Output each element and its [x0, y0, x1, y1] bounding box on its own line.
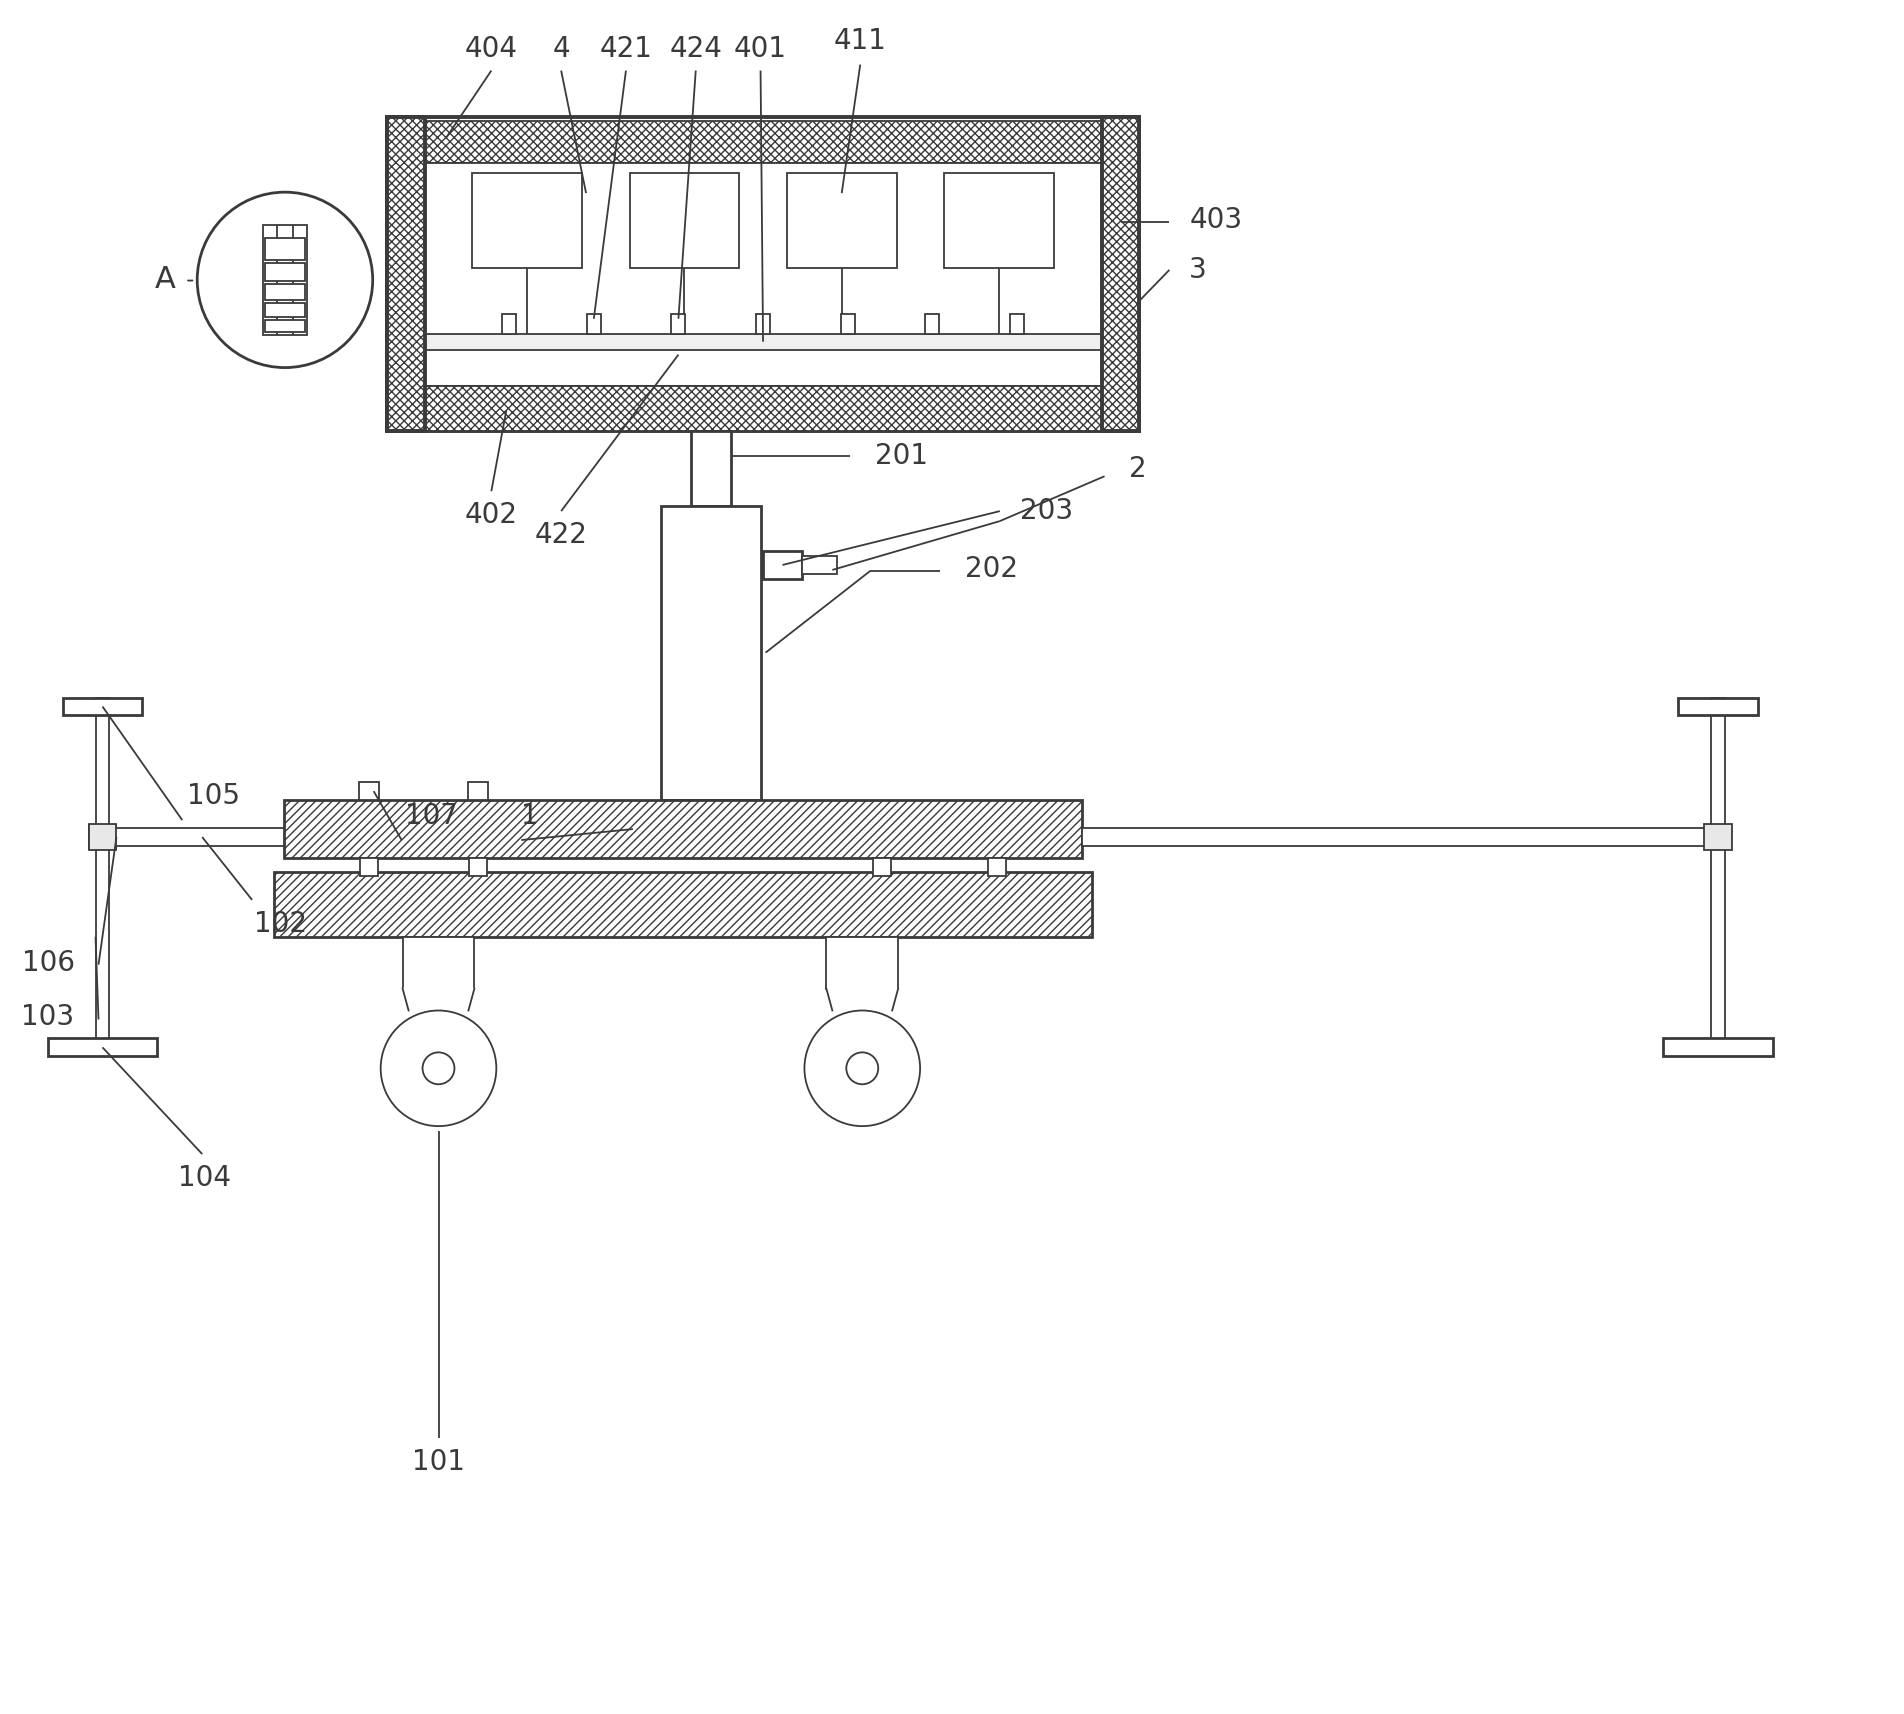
Text: 404: 404 [465, 34, 518, 63]
Text: 203: 203 [1021, 497, 1074, 524]
Bar [284, 800, 1081, 859]
Bar [390, 122, 1135, 163]
Bar [88, 824, 116, 850]
Bar [586, 314, 602, 334]
Circle shape [198, 192, 373, 367]
Bar [358, 782, 379, 800]
Text: 401: 401 [735, 34, 786, 63]
Bar [265, 285, 305, 300]
Bar [387, 117, 1139, 432]
Bar [103, 828, 284, 847]
Bar [360, 859, 377, 876]
Bar [764, 550, 802, 579]
Bar [988, 859, 1005, 876]
Circle shape [423, 1052, 455, 1085]
Bar [263, 225, 307, 334]
Bar [95, 698, 109, 1056]
Text: 3: 3 [1190, 255, 1207, 285]
Bar [874, 859, 891, 876]
Bar [470, 859, 487, 876]
Text: 421: 421 [600, 34, 653, 63]
Text: 403: 403 [1190, 206, 1243, 235]
Bar [503, 314, 516, 334]
Text: 424: 424 [670, 34, 722, 63]
Bar [425, 334, 1102, 350]
Bar [802, 555, 838, 574]
Circle shape [845, 1052, 878, 1085]
Text: 2: 2 [1129, 456, 1146, 483]
Bar [842, 314, 855, 334]
Polygon shape [402, 989, 474, 1011]
Bar [402, 938, 474, 989]
Bar [468, 782, 487, 800]
Bar [630, 173, 739, 267]
Text: 411: 411 [834, 27, 887, 55]
Text: 4: 4 [552, 34, 569, 63]
Text: A: A [154, 266, 175, 295]
Bar [786, 173, 897, 267]
Circle shape [381, 1011, 497, 1126]
Bar [1712, 698, 1725, 1056]
Bar [1102, 117, 1139, 432]
Bar [691, 432, 731, 506]
Bar [390, 386, 1135, 432]
Bar [826, 938, 899, 989]
Bar [1102, 117, 1139, 432]
Bar [265, 262, 305, 281]
Circle shape [803, 1011, 920, 1126]
Bar [48, 1039, 158, 1056]
Bar [390, 386, 1135, 427]
Text: 102: 102 [253, 910, 307, 938]
Bar [661, 506, 760, 800]
Bar [265, 321, 305, 333]
Text: 202: 202 [965, 555, 1019, 583]
Polygon shape [826, 989, 899, 1011]
Text: 104: 104 [177, 1164, 230, 1191]
Text: 402: 402 [465, 500, 518, 530]
Text: 101: 101 [411, 1448, 465, 1476]
Text: 103: 103 [21, 1003, 74, 1032]
Text: 105: 105 [187, 782, 240, 811]
Bar [1081, 828, 1717, 847]
Bar [1677, 698, 1757, 715]
Bar [756, 314, 769, 334]
Bar [63, 698, 143, 715]
Bar [265, 238, 305, 261]
Bar [1009, 314, 1024, 334]
Bar [265, 303, 305, 317]
Bar [274, 872, 1091, 938]
Text: 1: 1 [522, 802, 539, 830]
Bar [1704, 824, 1733, 850]
Bar [944, 173, 1055, 267]
Bar [672, 314, 685, 334]
Text: 201: 201 [876, 442, 929, 470]
Text: 107: 107 [406, 802, 457, 830]
Bar [925, 314, 939, 334]
Bar [425, 163, 1102, 386]
Bar [387, 117, 425, 432]
Text: 422: 422 [535, 521, 588, 548]
Bar [472, 173, 583, 267]
Bar [1662, 1039, 1773, 1056]
Bar [387, 117, 425, 432]
Text: 106: 106 [21, 948, 74, 977]
